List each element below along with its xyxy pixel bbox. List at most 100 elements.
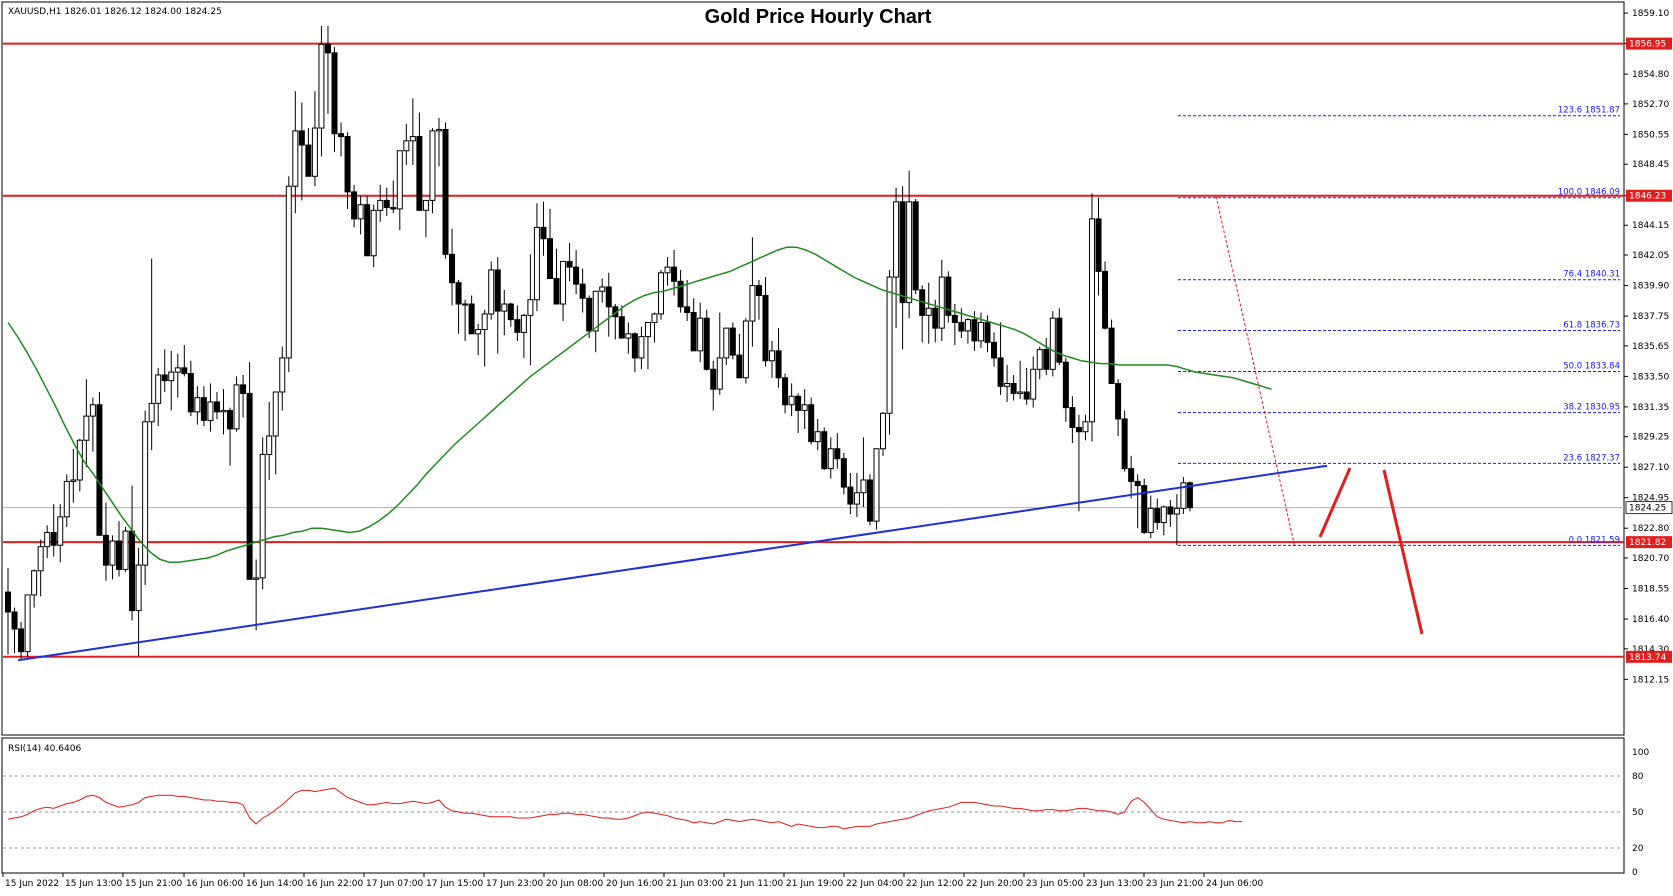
candle-bear [468, 303, 475, 335]
candle-bear [1108, 327, 1115, 384]
candle-bull [89, 404, 96, 417]
candle-bear [847, 486, 854, 505]
candle-bear [1141, 485, 1148, 533]
candle-bull [592, 290, 599, 332]
candle-bear [298, 130, 305, 146]
candle-bull [664, 266, 671, 274]
candle-bull [318, 43, 325, 129]
candle-bear [586, 297, 593, 332]
candle-bull [122, 530, 129, 570]
candle-bull [83, 415, 90, 441]
rsi-header: RSI(14) 40.6406 [8, 744, 81, 754]
candle-bear [1121, 418, 1128, 470]
x-tick-label: 22 Jun 20:00 [966, 879, 1023, 889]
candle-bull [723, 327, 730, 359]
candle-bear [684, 306, 691, 314]
candle-bull [253, 577, 260, 580]
candle-bull [1173, 507, 1180, 515]
candle-bull [1017, 391, 1024, 394]
rsi-scale-label: 0 [1632, 868, 1638, 878]
candle-bear [710, 368, 717, 390]
x-tick-label: 15 Jun 2022 [5, 879, 59, 889]
candle-bull [644, 321, 651, 338]
x-tick-label: 22 Jun 04:00 [846, 879, 903, 889]
x-tick-label: 20 Jun 16:00 [606, 879, 663, 889]
y-tick-label: 1852.70 [1632, 100, 1669, 110]
level-price-tags: 1856.95 1846.23 1821.82 1813.74 [1626, 37, 1672, 663]
candle-bear [364, 204, 371, 257]
candle-bull [742, 320, 749, 379]
candle-bull [788, 395, 795, 406]
candle-bull [977, 321, 984, 342]
y-tick-label: 1837.75 [1632, 312, 1669, 322]
level-tag-box [1626, 189, 1672, 202]
candle-bull [279, 357, 286, 393]
x-tick-label: 15 Jun 13:00 [65, 879, 122, 889]
candle-bull [964, 319, 971, 332]
candle-bull [194, 397, 201, 413]
candle-bear [703, 317, 710, 370]
candle-bear [507, 303, 514, 321]
candle-bear [540, 226, 547, 240]
candle-bear [912, 201, 919, 291]
y-tick-label: 1812.15 [1632, 675, 1669, 685]
fib-level-label: 0.0 1821.59 [1569, 535, 1620, 545]
x-tick-label: 16 Jun 14:00 [246, 879, 303, 889]
candle-bull [233, 384, 240, 430]
candle-bull [853, 492, 860, 505]
candle-bull [1160, 506, 1167, 524]
y-tick-label: 1859.10 [1632, 9, 1669, 19]
candle-bull [429, 130, 436, 201]
x-tick-label: 22 Jun 12:00 [906, 879, 963, 889]
candle-bull [109, 540, 116, 566]
candle-bear [383, 199, 390, 209]
y-tick-label: 1827.10 [1632, 463, 1669, 473]
candle-bull [769, 350, 776, 362]
level-tag-label: 1856.95 [1629, 40, 1666, 50]
candle-bull [488, 269, 495, 315]
candle-bear [1023, 391, 1030, 400]
candle-bear [1010, 382, 1017, 394]
candle-bull [357, 204, 364, 220]
candle-bull [24, 594, 31, 653]
horizontal-levels [3, 42, 1624, 658]
candle-bull [906, 201, 913, 304]
candle-bear [1128, 468, 1135, 482]
candle-bull [377, 199, 384, 211]
candle-bull [311, 127, 318, 177]
fib-level-label: 61.8 1836.73 [1563, 321, 1620, 331]
candle-bear [187, 373, 194, 413]
candle-bear [984, 321, 991, 343]
x-tick-label: 23 Jun 05:00 [1026, 879, 1083, 889]
candle-bull [749, 285, 756, 322]
y-tick-label: 1824.95 [1632, 494, 1669, 504]
candle-bear [1167, 506, 1174, 515]
candle-bull [37, 546, 44, 572]
candle-bear [102, 534, 109, 566]
x-tick-label: 17 Jun 07:00 [366, 879, 423, 889]
candle-bull [716, 357, 723, 390]
y-tick-label: 1835.65 [1632, 342, 1669, 352]
candle-bull [44, 531, 51, 548]
candle-bear [331, 52, 338, 135]
candle-bull [76, 439, 83, 481]
candle-bull [625, 333, 632, 339]
candle-bear [553, 277, 560, 305]
candle-bull [475, 329, 482, 335]
y-tick-label: 1820.70 [1632, 554, 1669, 564]
candle-bull [435, 128, 442, 132]
candle-bear [1056, 317, 1063, 363]
candle-bull [370, 209, 377, 257]
candle-bull [272, 391, 279, 437]
candle-bull [925, 307, 932, 316]
candle-bull [893, 201, 900, 278]
candle-bull [174, 367, 181, 373]
candle-bull [697, 317, 704, 352]
projection-down-arrow [1382, 469, 1424, 635]
rsi-scale: 100 80 50 20 0 [1632, 748, 1649, 878]
y-tick-label: 1816.40 [1632, 615, 1669, 625]
fib-level-label: 23.6 1827.37 [1563, 453, 1620, 463]
candle-bear [416, 136, 423, 211]
candle-bear [932, 307, 939, 329]
candle-bear [227, 409, 234, 430]
